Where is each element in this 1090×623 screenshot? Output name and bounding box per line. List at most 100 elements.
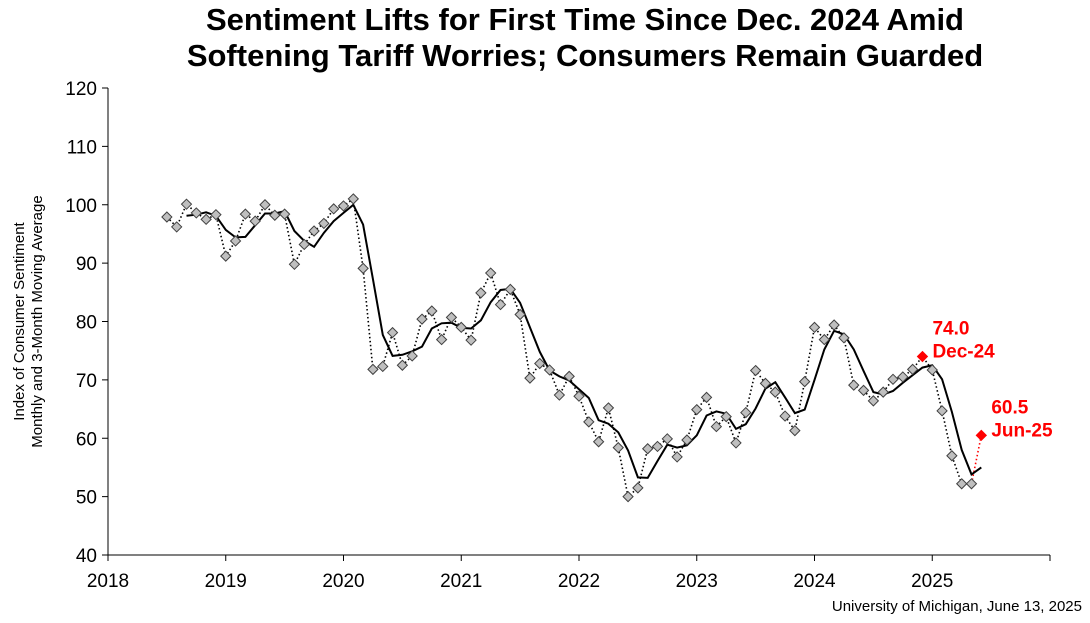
x-tick-label: 2022 xyxy=(558,571,600,592)
data-point xyxy=(494,298,507,311)
y-tick-label: 110 xyxy=(67,137,97,158)
chart-title: Sentiment Lifts for First Time Since Dec… xyxy=(206,2,964,37)
moving-average-line xyxy=(186,203,982,479)
data-point xyxy=(946,450,958,462)
data-point xyxy=(789,424,801,437)
data-point xyxy=(347,193,360,205)
x-tick-label: 2024 xyxy=(793,571,836,592)
y-tick-label: 80 xyxy=(76,313,97,334)
data-point xyxy=(524,372,536,384)
data-point xyxy=(749,364,762,377)
data-point xyxy=(504,283,517,296)
data-point xyxy=(877,386,889,398)
data-point xyxy=(406,350,418,362)
data-point xyxy=(259,199,271,211)
data-point xyxy=(435,333,448,346)
data-point xyxy=(691,403,703,416)
data-point xyxy=(602,402,615,414)
data-point xyxy=(396,359,409,371)
monthly-series-line xyxy=(166,197,972,499)
data-point xyxy=(730,437,742,449)
data-point xyxy=(327,203,340,215)
data-point xyxy=(622,490,634,503)
highlight-marker xyxy=(916,350,929,363)
data-point xyxy=(828,319,840,331)
data-point xyxy=(661,433,674,445)
data-point xyxy=(170,221,183,233)
data-point xyxy=(386,326,399,339)
data-point xyxy=(318,217,330,230)
data-point xyxy=(180,198,193,210)
data-point xyxy=(955,478,968,490)
x-tick-label: 2023 xyxy=(676,571,718,592)
data-point xyxy=(377,360,389,373)
data-point xyxy=(278,208,291,220)
y-axis-label-line-2: Monthly and 3-Month Moving Average xyxy=(29,195,46,447)
x-tick-label: 2025 xyxy=(911,571,953,592)
x-tick-label: 2019 xyxy=(205,571,247,592)
data-point xyxy=(808,321,821,334)
annotation-value: 74.0 xyxy=(932,319,969,340)
data-point xyxy=(710,420,723,433)
data-point xyxy=(514,308,526,321)
data-point xyxy=(573,390,585,402)
data-point xyxy=(465,334,477,346)
data-point xyxy=(426,305,438,317)
data-point xyxy=(612,441,624,454)
data-point xyxy=(887,373,899,385)
data-point xyxy=(367,363,379,376)
data-point xyxy=(229,235,242,247)
data-point xyxy=(288,258,301,271)
y-tick-label: 100 xyxy=(65,196,97,217)
data-point xyxy=(220,250,232,262)
data-point xyxy=(641,443,654,455)
data-point xyxy=(269,209,281,221)
data-point xyxy=(759,377,772,390)
annotation-date: Dec-24 xyxy=(932,342,995,363)
data-point xyxy=(484,267,497,279)
data-point xyxy=(475,287,487,299)
data-point xyxy=(897,371,909,383)
data-point xyxy=(671,451,683,463)
highlight-marker xyxy=(975,429,988,442)
data-point xyxy=(936,405,948,417)
data-point xyxy=(337,200,350,212)
monthly-markers xyxy=(161,193,988,503)
data-point xyxy=(651,440,664,453)
source-note: University of Michigan, June 13, 2025 xyxy=(831,598,1082,615)
data-point xyxy=(190,207,203,219)
data-point xyxy=(906,363,919,376)
x-tick-label: 2020 xyxy=(322,571,364,592)
series-lines xyxy=(166,197,983,499)
annotation-date: Jun-25 xyxy=(991,420,1053,441)
y-tick-label: 60 xyxy=(76,429,97,450)
data-point xyxy=(779,410,791,422)
annotation-value: 60.5 xyxy=(991,397,1028,418)
data-point xyxy=(798,375,811,388)
data-point xyxy=(720,410,732,423)
y-tick-label: 90 xyxy=(76,254,97,275)
data-point xyxy=(583,416,595,428)
data-point xyxy=(926,364,938,376)
y-tick-label: 40 xyxy=(76,546,97,567)
data-point xyxy=(838,332,850,344)
y-tick-label: 50 xyxy=(76,488,97,509)
data-point xyxy=(769,386,781,398)
x-tick-label: 2018 xyxy=(87,571,129,592)
data-point xyxy=(857,384,870,397)
data-point xyxy=(357,262,369,275)
data-point xyxy=(553,389,566,401)
data-point xyxy=(681,434,693,446)
y-tick-label: 120 xyxy=(65,79,97,100)
data-point xyxy=(563,370,575,383)
data-point xyxy=(445,311,458,324)
x-tick-label: 2021 xyxy=(440,571,482,592)
data-point xyxy=(239,208,252,220)
data-point xyxy=(161,211,173,223)
data-point xyxy=(848,379,860,391)
chart-title-line-2: Softening Tariff Worries; Consumers Rema… xyxy=(186,38,984,73)
axes: 40 50 60 70 80 90 100 110 120 2018 2019 2020 2021 202… xyxy=(65,79,1051,592)
